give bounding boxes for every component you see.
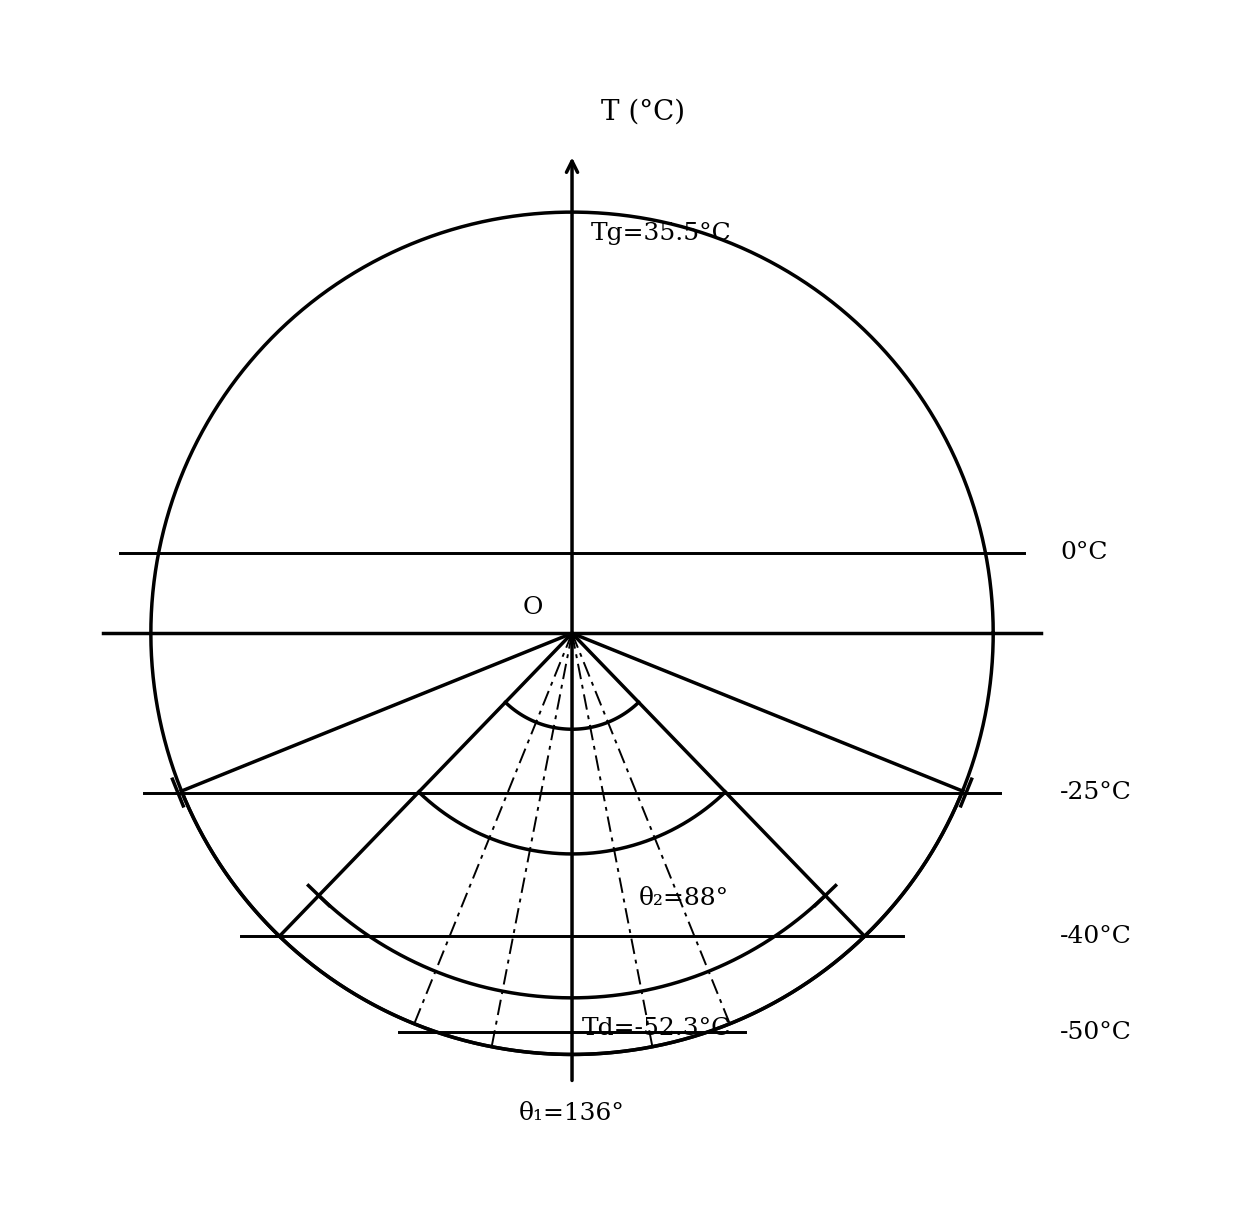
Text: O: O	[523, 596, 543, 619]
Text: -50°C: -50°C	[1060, 1020, 1132, 1043]
Text: T (°C): T (°C)	[601, 99, 684, 126]
Text: θ₁=136°: θ₁=136°	[520, 1103, 625, 1126]
Text: Td=-52.3°C: Td=-52.3°C	[582, 1017, 730, 1040]
Text: -25°C: -25°C	[1060, 781, 1132, 804]
Text: -40°C: -40°C	[1060, 925, 1132, 948]
Text: 0°C: 0°C	[1060, 542, 1107, 565]
Text: θ₂=88°: θ₂=88°	[639, 886, 729, 909]
Text: Tg=35.5°C: Tg=35.5°C	[591, 221, 732, 244]
